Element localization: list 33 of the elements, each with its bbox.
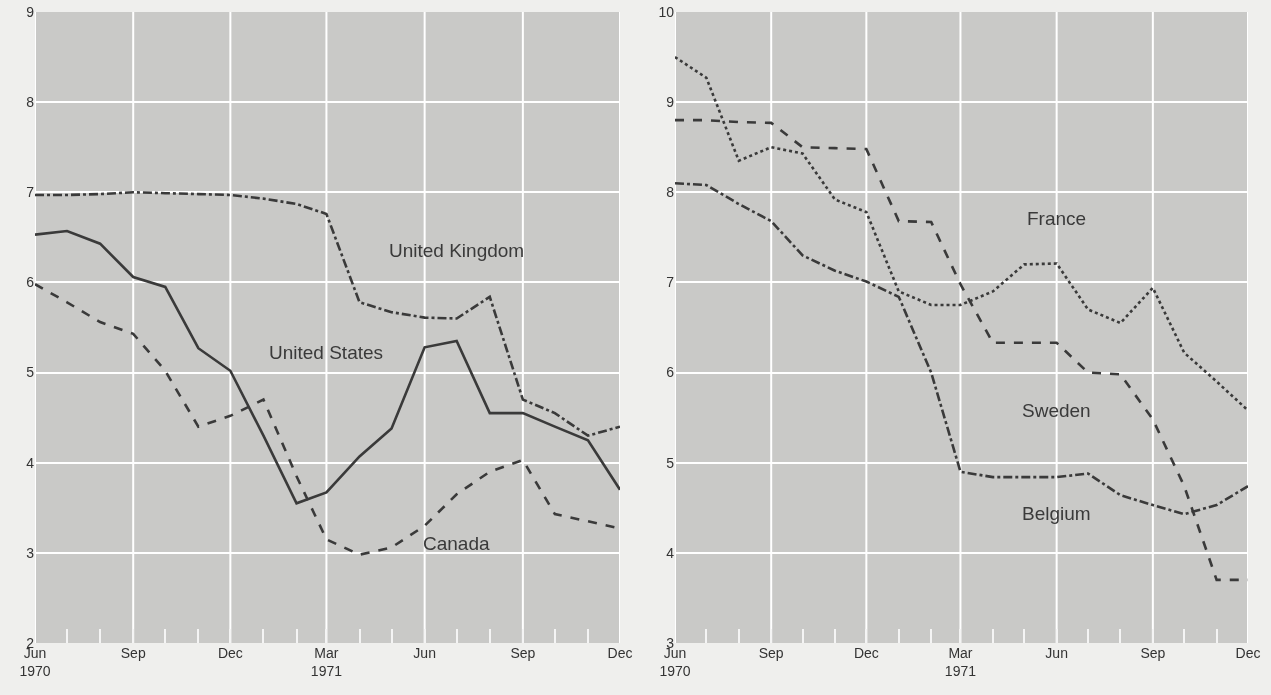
line-series [35, 190, 620, 437]
series-label: Sweden [1022, 400, 1091, 421]
y-tick-label: 3 [26, 544, 35, 561]
y-tick-label: 5 [666, 454, 675, 471]
y-tick-label: 7 [26, 184, 35, 201]
y-tick-label: 10 [658, 3, 675, 20]
series-label: United States [269, 342, 384, 363]
x-tick-label: Sep [758, 645, 784, 661]
y-tick-label: 4 [666, 544, 675, 561]
x-tick-label: Dec [853, 645, 879, 661]
x-tick-label: Sep [510, 645, 536, 661]
x-tick-label: Jun [413, 645, 436, 661]
series-label: Belgium [1022, 503, 1091, 524]
text: United Kingdom [389, 240, 525, 261]
x-tick-label: Jun [1045, 645, 1068, 661]
x-tick-label: Mar 1971 [310, 645, 343, 680]
x-tick-label: Mar 1971 [944, 645, 977, 680]
y-tick-label: 8 [666, 184, 675, 201]
series-label: Canada [423, 533, 490, 554]
y-tick-label: 7 [666, 274, 675, 291]
x-tick-label: Sep [120, 645, 146, 661]
x-tick-label: Dec [217, 645, 243, 661]
y-tick-label: 8 [26, 94, 35, 111]
y-tick-label: 9 [666, 94, 675, 111]
x-tick-label: Sep [1140, 645, 1166, 661]
y-tick-label: 5 [26, 364, 35, 381]
series-label: France [1027, 208, 1087, 229]
x-tick-label: Dec [1235, 645, 1261, 661]
y-tick-label: 4 [26, 454, 35, 471]
y-tick-label: 6 [666, 364, 675, 381]
x-tick-label: Dec [607, 645, 633, 661]
y-tick-label: 9 [26, 3, 35, 20]
y-tick-label: 6 [26, 274, 35, 291]
